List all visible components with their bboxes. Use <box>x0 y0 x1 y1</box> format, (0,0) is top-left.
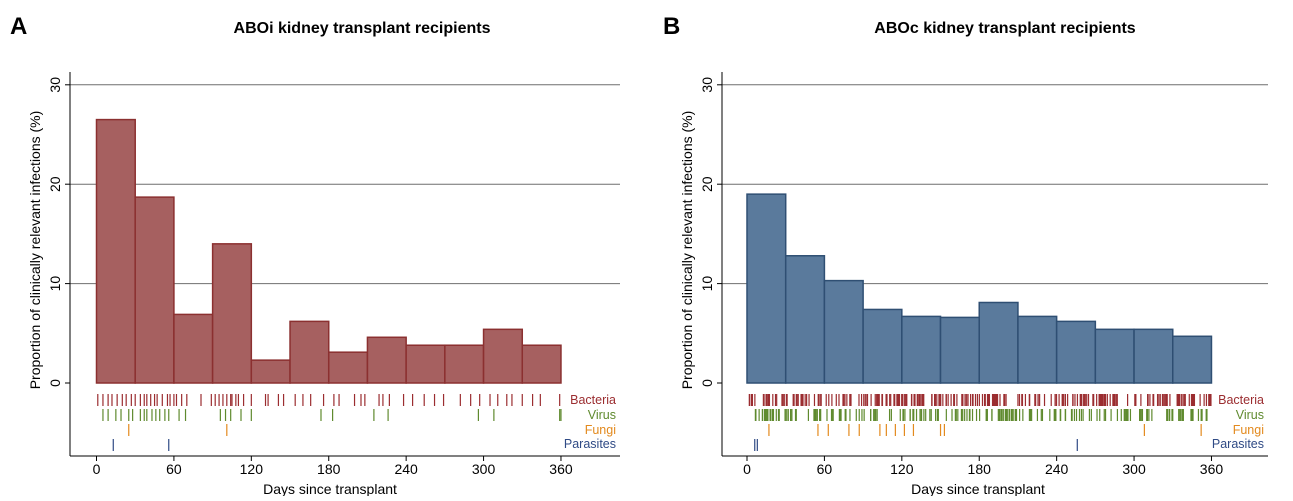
histogram-bar <box>521 344 562 384</box>
x-tick-label: 120 <box>890 461 914 477</box>
histogram-bar <box>746 193 787 384</box>
rug-label-virus: Virus <box>588 408 616 422</box>
panel-letter: B <box>663 13 680 40</box>
x-tick-label: 360 <box>549 461 573 477</box>
x-tick-label: 300 <box>1122 461 1146 477</box>
x-tick-label: 180 <box>317 461 341 477</box>
chart-title: ABOc kidney transplant recipients <box>874 20 1136 37</box>
rug-label-parasites: Parasites <box>1212 437 1264 451</box>
x-tick-label: 0 <box>743 461 751 477</box>
x-tick-label: 240 <box>1045 461 1069 477</box>
y-tick-label: 0 <box>47 379 63 387</box>
histogram-bar <box>1017 315 1058 384</box>
y-tick-label: 0 <box>699 379 715 387</box>
chart-panel-b: B ABOc kidney transplant recipients 0 10 20 3… <box>663 13 1268 497</box>
histogram-bar <box>327 351 369 384</box>
histogram-bar <box>1094 328 1135 384</box>
rug-label-fungi: Fungi <box>585 423 616 437</box>
histogram-bar <box>901 315 942 384</box>
chart-panel-a: A ABOi kidney transplant recipients 0 10 20 3… <box>10 13 620 497</box>
panel-letter: A <box>10 13 27 40</box>
histogram-bar <box>862 308 903 384</box>
x-tick-label: 360 <box>1200 461 1224 477</box>
y-tick-label: 20 <box>47 176 63 192</box>
histogram-bar <box>134 196 175 384</box>
histogram-bar <box>444 344 485 384</box>
y-axis-label: Proportion of clinically relevant infect… <box>27 111 43 390</box>
histogram-bar <box>823 279 864 384</box>
rug-label-bacteria: Bacteria <box>1218 393 1264 407</box>
histogram-bar <box>289 320 330 384</box>
x-tick-label: 60 <box>817 461 833 477</box>
y-tick-label: 30 <box>699 77 715 93</box>
y-tick-label: 10 <box>47 276 63 292</box>
y-axis-label: Proportion of clinically relevant infect… <box>679 111 695 390</box>
rug-label-parasites: Parasites <box>564 437 616 451</box>
histogram-bar <box>95 118 136 384</box>
histogram-bar <box>784 255 826 384</box>
histogram-bar <box>1172 335 1213 384</box>
x-tick-label: 180 <box>968 461 992 477</box>
x-tick-label: 120 <box>240 461 264 477</box>
chart-title: ABOi kidney transplant recipients <box>234 20 491 37</box>
rug-label-bacteria: Bacteria <box>570 393 616 407</box>
rug-label-fungi: Fungi <box>1233 423 1264 437</box>
x-axis-label: Days since transplant <box>263 481 397 496</box>
x-tick-label: 60 <box>166 461 182 477</box>
histogram-bar <box>173 313 214 384</box>
y-tick-label: 20 <box>699 176 715 192</box>
histogram-bar <box>366 336 407 384</box>
x-tick-label: 240 <box>394 461 418 477</box>
histogram-bar <box>1133 328 1174 384</box>
histogram-bar <box>978 301 1019 384</box>
histogram-bar <box>939 316 980 384</box>
y-tick-label: 30 <box>47 77 63 93</box>
y-tick-label: 10 <box>699 276 715 292</box>
histogram-bar <box>1055 320 1097 384</box>
x-tick-label: 0 <box>93 461 101 477</box>
x-tick-label: 300 <box>472 461 496 477</box>
histogram-bar <box>250 359 291 384</box>
x-axis-label: Days since transplant <box>911 481 1045 496</box>
rug-label-virus: Virus <box>1236 408 1264 422</box>
histogram-bar <box>211 243 253 384</box>
histogram-bar <box>482 328 524 384</box>
histogram-bar <box>405 344 446 384</box>
